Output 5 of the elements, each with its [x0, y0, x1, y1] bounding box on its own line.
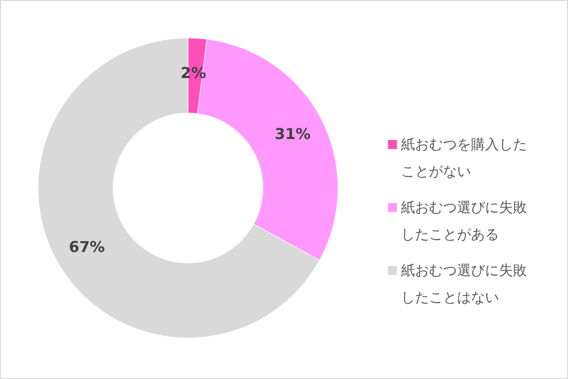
legend-label: 紙おむつ選びに失敗したことがある — [401, 200, 527, 243]
legend-label: 紙おむつ選びに失敗したことはない — [401, 262, 527, 306]
data-label: 67% — [68, 238, 105, 256]
legend-label: 紙おむつを購入したことがない — [401, 136, 527, 180]
data-label: 31% — [274, 124, 311, 143]
